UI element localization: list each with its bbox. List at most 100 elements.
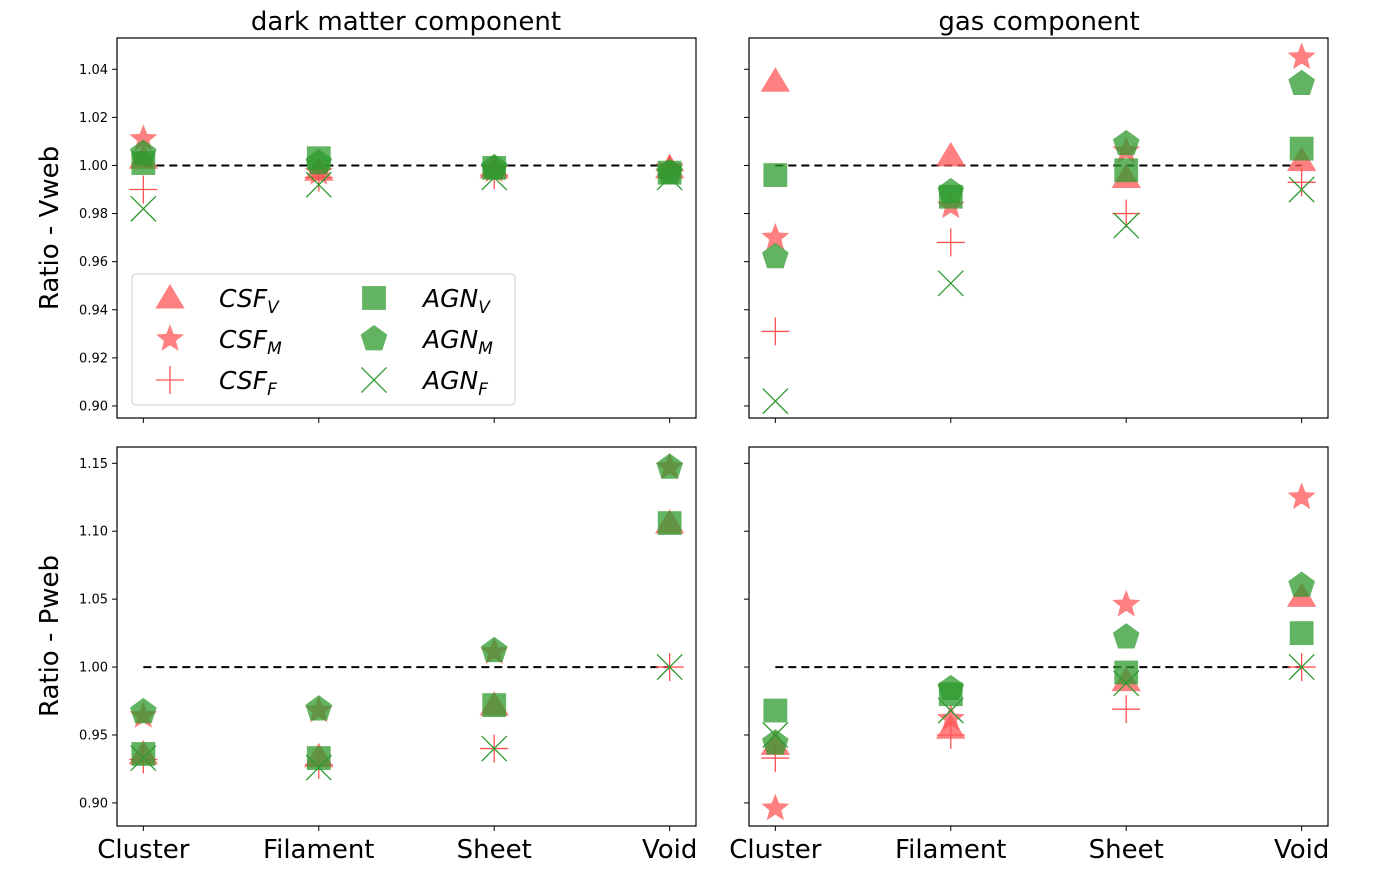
point-agn-m-void bbox=[1288, 571, 1315, 597]
point-agn-m-sheet bbox=[480, 153, 508, 180]
point-csf-m-sheet bbox=[1112, 589, 1141, 617]
point-agn-f-sheet bbox=[481, 164, 508, 191]
point-agn-v-void bbox=[1289, 136, 1314, 161]
legend-marker-pentagon-icon bbox=[360, 325, 388, 351]
x-tick-label-sheet: Sheet bbox=[457, 835, 532, 865]
point-agn-v-filament bbox=[306, 746, 331, 770]
point-csf-m-void bbox=[1287, 482, 1316, 510]
point-csf-m-cluster bbox=[129, 124, 158, 151]
point-agn-f-filament bbox=[305, 754, 332, 781]
point-agn-m-filament bbox=[937, 674, 965, 701]
point-agn-f-cluster bbox=[130, 745, 157, 772]
point-agn-v-sheet bbox=[482, 693, 507, 718]
y-tick-label: 0.92 bbox=[79, 351, 108, 366]
point-csf-m-void bbox=[1287, 42, 1316, 70]
point-agn-m-sheet bbox=[1112, 623, 1140, 649]
point-agn-f-filament bbox=[937, 270, 964, 297]
x-tick-label-void: Void bbox=[642, 835, 697, 865]
point-agn-m-void bbox=[656, 158, 683, 185]
y-tick-label: 0.95 bbox=[79, 728, 108, 743]
y-tick-label: 0.90 bbox=[79, 399, 108, 414]
point-agn-f-void bbox=[656, 164, 683, 191]
panel-gas-vweb bbox=[744, 37, 1329, 423]
legend-marker-plus-icon bbox=[156, 366, 184, 394]
point-csf-v-filament bbox=[936, 141, 966, 167]
point-agn-v-cluster bbox=[131, 742, 156, 766]
plot-frame bbox=[116, 446, 697, 827]
y-tick-label: 0.90 bbox=[79, 796, 108, 811]
x-tick-label-filament: Filament bbox=[895, 835, 1006, 865]
legend-item-agn-m: AGNM bbox=[360, 325, 493, 359]
plot-area bbox=[117, 447, 696, 826]
ylabel-pweb: Ratio - Pweb bbox=[35, 555, 65, 717]
y-tick-label: 1.04 bbox=[79, 63, 108, 78]
panel-dm-vweb: 0.900.920.940.960.981.001.021.04CSFVCSFM… bbox=[79, 37, 697, 423]
point-agn-m-filament bbox=[937, 177, 965, 204]
plot-frame bbox=[748, 37, 1329, 419]
point-csf-f-sheet bbox=[1112, 199, 1141, 228]
point-agn-f-void bbox=[1288, 176, 1315, 203]
y-tick-label: 1.00 bbox=[79, 159, 108, 174]
point-csf-f-filament bbox=[936, 228, 965, 257]
plot-area bbox=[749, 38, 1328, 418]
point-agn-v-cluster bbox=[763, 163, 788, 187]
legend-item-agn-v: AGNV bbox=[362, 284, 491, 318]
point-agn-f-filament bbox=[937, 697, 964, 724]
legend-box bbox=[131, 273, 516, 406]
plot-frame bbox=[748, 446, 1329, 827]
point-agn-m-void bbox=[656, 453, 683, 479]
y-tick-label: 1.02 bbox=[79, 111, 108, 126]
point-agn-m-sheet bbox=[480, 636, 508, 663]
point-csf-f-cluster bbox=[129, 175, 158, 204]
point-agn-f-sheet bbox=[1113, 212, 1140, 239]
point-agn-v-void bbox=[657, 511, 682, 535]
x-tick-label-filament: Filament bbox=[263, 835, 374, 865]
point-agn-f-filament bbox=[305, 171, 332, 198]
point-csf-m-cluster bbox=[761, 793, 790, 821]
title-gas: gas component bbox=[938, 7, 1139, 37]
panel-dm-pweb: 0.90 0.95 1.00 1.05 1.10 1.15 Cluster Filament S… bbox=[79, 446, 697, 865]
legend-marker-cross-icon bbox=[360, 366, 388, 394]
point-agn-f-sheet bbox=[1113, 670, 1140, 697]
legend-label: CSFM bbox=[219, 325, 282, 359]
x-tick-label-sheet: Sheet bbox=[1089, 835, 1164, 865]
point-csf-f-filament bbox=[936, 720, 965, 749]
point-agn-m-filament bbox=[305, 695, 333, 721]
point-csf-f-void bbox=[1287, 168, 1316, 197]
legend-marker-star-icon bbox=[156, 324, 184, 351]
point-agn-f-cluster bbox=[762, 721, 789, 749]
point-agn-v-cluster bbox=[763, 698, 788, 723]
point-agn-f-cluster bbox=[130, 195, 157, 222]
legend-marker-square-icon bbox=[362, 286, 386, 310]
y-tick-label: 1.05 bbox=[79, 593, 108, 608]
legend-item-agn-f: AGNF bbox=[360, 366, 488, 400]
legend-marker-triangle-icon bbox=[155, 284, 185, 309]
point-csf-f-sheet bbox=[1112, 695, 1141, 724]
point-agn-m-filament bbox=[305, 149, 333, 175]
point-csf-v-cluster bbox=[760, 67, 791, 92]
point-csf-f-cluster bbox=[761, 317, 790, 346]
panel-gas-pweb: Cluster Filament Sheet Void bbox=[729, 446, 1329, 865]
point-agn-f-void bbox=[656, 654, 683, 681]
x-tick-label-void: Void bbox=[1274, 835, 1329, 865]
point-agn-v-sheet bbox=[1114, 158, 1139, 183]
point-agn-v-sheet bbox=[1114, 660, 1139, 685]
point-agn-f-sheet bbox=[481, 735, 508, 762]
plot-frame bbox=[116, 37, 697, 419]
point-agn-m-cluster bbox=[762, 729, 789, 755]
point-agn-v-void bbox=[1289, 621, 1314, 646]
point-csf-m-cluster bbox=[761, 222, 790, 250]
y-tick-label: 1.00 bbox=[79, 661, 108, 676]
x-tick-label-cluster: Cluster bbox=[97, 835, 190, 865]
point-agn-m-cluster bbox=[130, 697, 157, 724]
plot-area bbox=[749, 447, 1328, 826]
y-tick-label: 0.94 bbox=[79, 303, 108, 318]
legend-item-csf-m: CSFM bbox=[156, 324, 282, 359]
point-agn-m-cluster bbox=[762, 242, 789, 269]
ylabel-vweb: Ratio - Vweb bbox=[35, 146, 65, 310]
y-tick-label: 1.10 bbox=[79, 525, 108, 540]
y-tick-label: 0.98 bbox=[79, 207, 108, 222]
point-agn-f-cluster bbox=[762, 388, 789, 415]
